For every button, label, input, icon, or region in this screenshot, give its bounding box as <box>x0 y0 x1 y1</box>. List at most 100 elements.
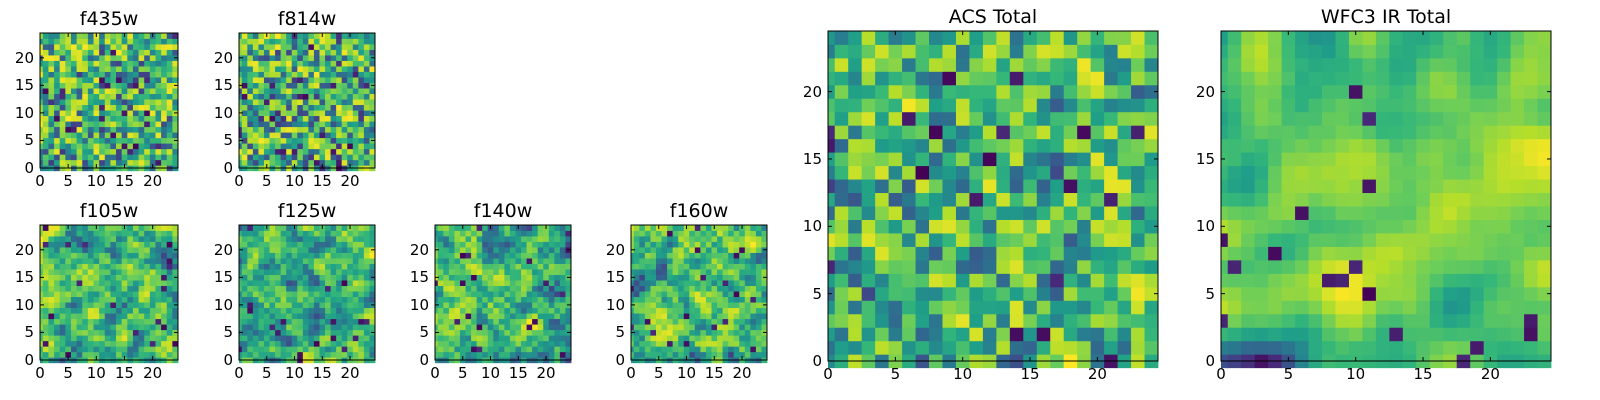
heatmap-cell <box>280 313 287 320</box>
heatmap-cell <box>955 57 970 72</box>
heatmap-cell <box>548 302 555 309</box>
heatmap-cell <box>1227 179 1242 194</box>
heatmap-cell <box>280 351 287 358</box>
heatmap-cell <box>166 252 173 259</box>
heatmap-cell <box>241 296 248 303</box>
heatmap-cell <box>755 335 762 342</box>
heatmap-cell <box>308 55 315 61</box>
heatmap-cell <box>1050 152 1065 167</box>
heatmap-cell <box>302 33 309 39</box>
heatmap-cell <box>728 291 735 298</box>
heatmap-cell <box>454 241 461 248</box>
heatmap-cell <box>661 291 668 298</box>
heatmap-cell <box>59 55 66 61</box>
heatmap-cell <box>116 225 123 231</box>
heatmap-cell <box>739 296 746 303</box>
heatmap-cell <box>711 274 718 281</box>
heatmap-cell <box>476 318 483 325</box>
heatmap-cell <box>269 137 276 144</box>
heatmap-cell <box>166 132 173 139</box>
heatmap-cell <box>1090 57 1105 72</box>
heatmap-cell <box>1063 219 1078 234</box>
heatmap-cell <box>526 296 533 303</box>
heatmap-cell <box>149 318 156 325</box>
heatmap-cell <box>1497 327 1511 342</box>
heatmap-cell <box>161 225 168 231</box>
heatmap-cell <box>504 230 511 237</box>
heatmap-cell <box>286 291 293 298</box>
heatmap-cell <box>955 233 970 247</box>
heatmap-cell <box>149 291 156 298</box>
heatmap-cell <box>104 44 111 50</box>
heatmap-cell <box>650 351 657 358</box>
heatmap-cell <box>1117 300 1132 315</box>
heatmap-cell <box>138 307 145 314</box>
heatmap-cell <box>161 263 168 270</box>
heatmap-cell <box>1023 206 1038 220</box>
f435w-x-tick-label: 15 <box>114 172 135 190</box>
heatmap-cell <box>48 154 55 161</box>
heatmap-cell <box>929 206 943 220</box>
heatmap-cell <box>319 99 326 106</box>
heatmap-cell <box>308 269 315 275</box>
heatmap-cell <box>633 307 640 314</box>
heatmap-cell <box>694 318 701 325</box>
heatmap-cell <box>554 258 561 264</box>
heatmap-cell <box>363 280 370 287</box>
heatmap-cell <box>537 302 544 309</box>
heatmap-cell <box>565 307 572 314</box>
heatmap-cell <box>655 318 662 325</box>
heatmap-cell <box>761 335 768 342</box>
heatmap-cell <box>263 110 270 117</box>
heatmap-cell <box>1456 313 1471 328</box>
heatmap-cell <box>263 88 270 95</box>
heatmap-cell <box>275 324 282 331</box>
heatmap-cell <box>59 82 66 89</box>
heatmap-cell <box>99 230 106 237</box>
heatmap-cell <box>319 126 326 133</box>
heatmap-cell <box>308 280 315 287</box>
heatmap-cell <box>144 335 151 342</box>
heatmap-cell <box>127 291 134 298</box>
heatmap-cell <box>82 110 89 117</box>
heatmap-cell <box>239 351 243 358</box>
heatmap-cell <box>369 38 376 45</box>
heatmap-cell <box>689 258 696 264</box>
heatmap-cell <box>683 351 690 358</box>
heatmap-cell <box>733 280 740 287</box>
heatmap-cell <box>341 115 348 122</box>
heatmap-cell <box>739 241 746 248</box>
heatmap-cell <box>554 269 561 275</box>
heatmap-cell <box>297 236 304 242</box>
heatmap-cell <box>138 33 145 39</box>
heatmap-cell <box>465 247 472 253</box>
heatmap-cell <box>110 154 117 161</box>
heatmap-cell <box>127 263 134 270</box>
heatmap-cell <box>493 263 500 270</box>
heatmap-cell <box>448 280 455 287</box>
heatmap-cell <box>982 57 997 72</box>
heatmap-cell <box>330 49 337 56</box>
heatmap-cell <box>705 346 712 353</box>
heatmap-cell <box>352 329 359 336</box>
f140w-y-tick-label: 10 <box>409 295 429 314</box>
heatmap-cell <box>369 154 376 161</box>
heatmap-cell <box>48 104 55 111</box>
heatmap-cell <box>138 115 145 122</box>
heatmap-cell <box>548 230 555 237</box>
heatmap-cell <box>336 121 343 128</box>
heatmap-cell <box>515 274 522 281</box>
heatmap-cell <box>104 340 111 347</box>
heatmap-cell <box>138 93 145 100</box>
heatmap-cell <box>1348 327 1363 342</box>
heatmap-cell <box>116 159 123 166</box>
heatmap-cell <box>633 263 640 270</box>
heatmap-cell <box>448 258 455 264</box>
heatmap-cell <box>149 60 156 67</box>
heatmap-cell <box>65 285 72 292</box>
heatmap-cell <box>48 126 55 133</box>
heatmap-cell <box>369 230 376 237</box>
heatmap-cell <box>526 269 533 275</box>
heatmap-cell <box>543 291 550 298</box>
heatmap-cell <box>110 126 117 133</box>
